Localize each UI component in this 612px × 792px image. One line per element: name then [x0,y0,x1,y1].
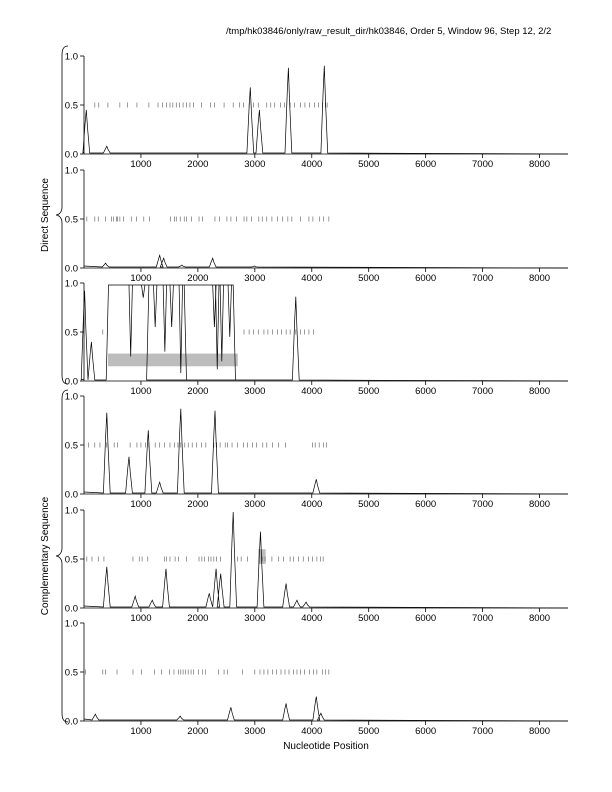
x-tick-label: 7000 [472,159,493,170]
x-tick-label: 8000 [529,386,550,397]
y-tick-label: 1.0 [65,506,78,517]
y-tick-label: 0.5 [65,328,78,339]
x-tick-label: 2000 [187,273,208,284]
x-tick-label: 3000 [244,613,265,624]
x-tick-label: 8000 [529,273,550,284]
x-tick-label: 2000 [187,159,208,170]
y-tick-label: 0.5 [65,215,78,226]
x-tick-label: 7000 [472,499,493,510]
direct-sequence-bracket: Direct Sequence [40,45,69,385]
x-tick-label: 5000 [358,726,379,737]
probability-dip [215,284,220,370]
probability-dip [162,284,167,352]
x-tick-label: 3000 [244,726,265,737]
probability-dip [141,284,146,298]
x-tick-label: 5000 [358,386,379,397]
group-label: Direct Sequence [40,178,51,252]
panel-6: 1.0 0.5 0.0 1000 2000 3000 4000 5000 6000 7000 800… [65,619,569,737]
probability-curve [82,65,569,155]
y-tick-label: 0.0 [65,717,78,728]
group-brackets: Direct Sequence Complementary Sequence [40,45,69,723]
probability-curve [83,253,569,269]
y-tick-label: 0.0 [65,150,78,161]
x-tick-label: 6000 [415,273,436,284]
x-tick-label: 1000 [130,159,151,170]
panel-5: 1.0 0.5 0.0 1000 2000 3000 4000 5000 6000 7000 800… [65,506,569,624]
probability-curve [83,696,569,722]
y-tick-label: 1.0 [65,279,78,290]
probability-curve [83,511,569,609]
x-tick-label: 1000 [130,499,151,510]
x-tick-label: 8000 [529,159,550,170]
probability-curve [83,408,569,495]
x-tick-label: 6000 [415,499,436,510]
panel-1: 1.0 0.5 0.0 1000 2000 3000 4000 5000 6000 7000 800… [65,52,569,170]
x-tick-label: 5000 [358,613,379,624]
y-tick-label: 1.0 [65,166,78,177]
y-tick-label: 0.5 [65,668,78,679]
x-tick-label: 1000 [130,386,151,397]
y-tick-label: 0.0 [65,377,78,388]
x-tick-label: 6000 [415,386,436,397]
x-tick-label: 7000 [472,273,493,284]
y-tick-label: 0.5 [65,101,78,112]
x-tick-label: 5000 [358,499,379,510]
x-tick-label: 8000 [529,726,550,737]
x-tick-label: 2000 [187,499,208,510]
x-tick-label: 3000 [244,273,265,284]
probability-dip [128,284,133,357]
x-tick-label: 3000 [244,386,265,397]
x-tick-label: 7000 [472,386,493,397]
x-tick-label: 3000 [244,499,265,510]
y-tick-label: 1.0 [65,52,78,63]
probability-curve [80,284,569,382]
probability-dip [153,284,158,328]
x-tick-label: 7000 [472,613,493,624]
x-tick-label: 6000 [415,159,436,170]
x-tick-label: 1000 [130,726,151,737]
x-tick-label: 7000 [472,726,493,737]
x-tick-label: 1000 [130,273,151,284]
y-tick-label: 0.0 [65,490,78,501]
complementary-sequence-bracket: Complementary Sequence [40,389,69,723]
x-tick-label: 4000 [301,273,322,284]
x-tick-label: 4000 [301,613,322,624]
probability-dip [227,284,232,337]
group-bracket [55,45,69,385]
x-tick-label: 1000 [130,613,151,624]
probability-dip [178,284,183,374]
y-tick-label: 0.0 [65,264,78,275]
x-tick-label: 4000 [301,726,322,737]
plot-panels: 1.0 0.5 0.0 1000 2000 3000 4000 5000 6000 7000 800… [65,52,569,737]
y-tick-label: 1.0 [65,619,78,630]
x-tick-label: 8000 [529,499,550,510]
plot-header-title: /tmp/hk03846/only/raw_result_dir/hk03846… [226,26,552,37]
panel-4: 1.0 0.5 0.0 1000 2000 3000 4000 5000 6000 7000 800… [65,392,569,510]
highlight-box [107,353,238,367]
x-tick-label: 5000 [358,273,379,284]
group-label: Complementary Sequence [40,496,51,615]
y-tick-label: 0.5 [65,441,78,452]
group-bracket [55,389,69,723]
probability-dip [169,284,174,328]
x-tick-label: 3000 [244,159,265,170]
x-tick-label: 6000 [415,726,436,737]
x-tick-label: 4000 [301,386,322,397]
x-tick-label: 2000 [187,726,208,737]
y-tick-label: 0.0 [65,604,78,615]
probability-dip [219,284,224,362]
x-tick-label: 4000 [301,159,322,170]
y-tick-label: 1.0 [65,392,78,403]
x-tick-label: 2000 [187,386,208,397]
x-tick-label: 2000 [187,613,208,624]
y-tick-label: 0.5 [65,555,78,566]
x-axis-label: Nucleotide Position [283,741,369,752]
x-tick-label: 8000 [529,613,550,624]
panel-3: 1.0 0.5 0.0 1000 2000 3000 4000 5000 6000 7000 800… [65,279,569,397]
panel-2: 1.0 0.5 0.0 1000 2000 3000 4000 5000 6000 7000 800… [65,166,569,284]
x-tick-label: 4000 [301,499,322,510]
x-tick-label: 5000 [358,159,379,170]
x-tick-label: 6000 [415,613,436,624]
